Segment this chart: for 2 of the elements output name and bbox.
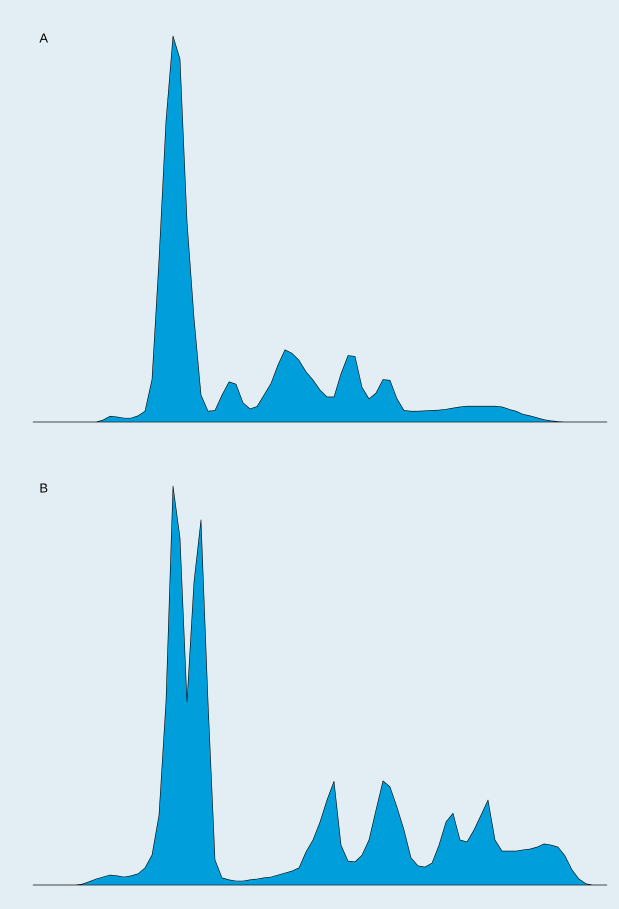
chart-title: B <box>40 484 48 492</box>
chart-title: A <box>39 34 48 42</box>
